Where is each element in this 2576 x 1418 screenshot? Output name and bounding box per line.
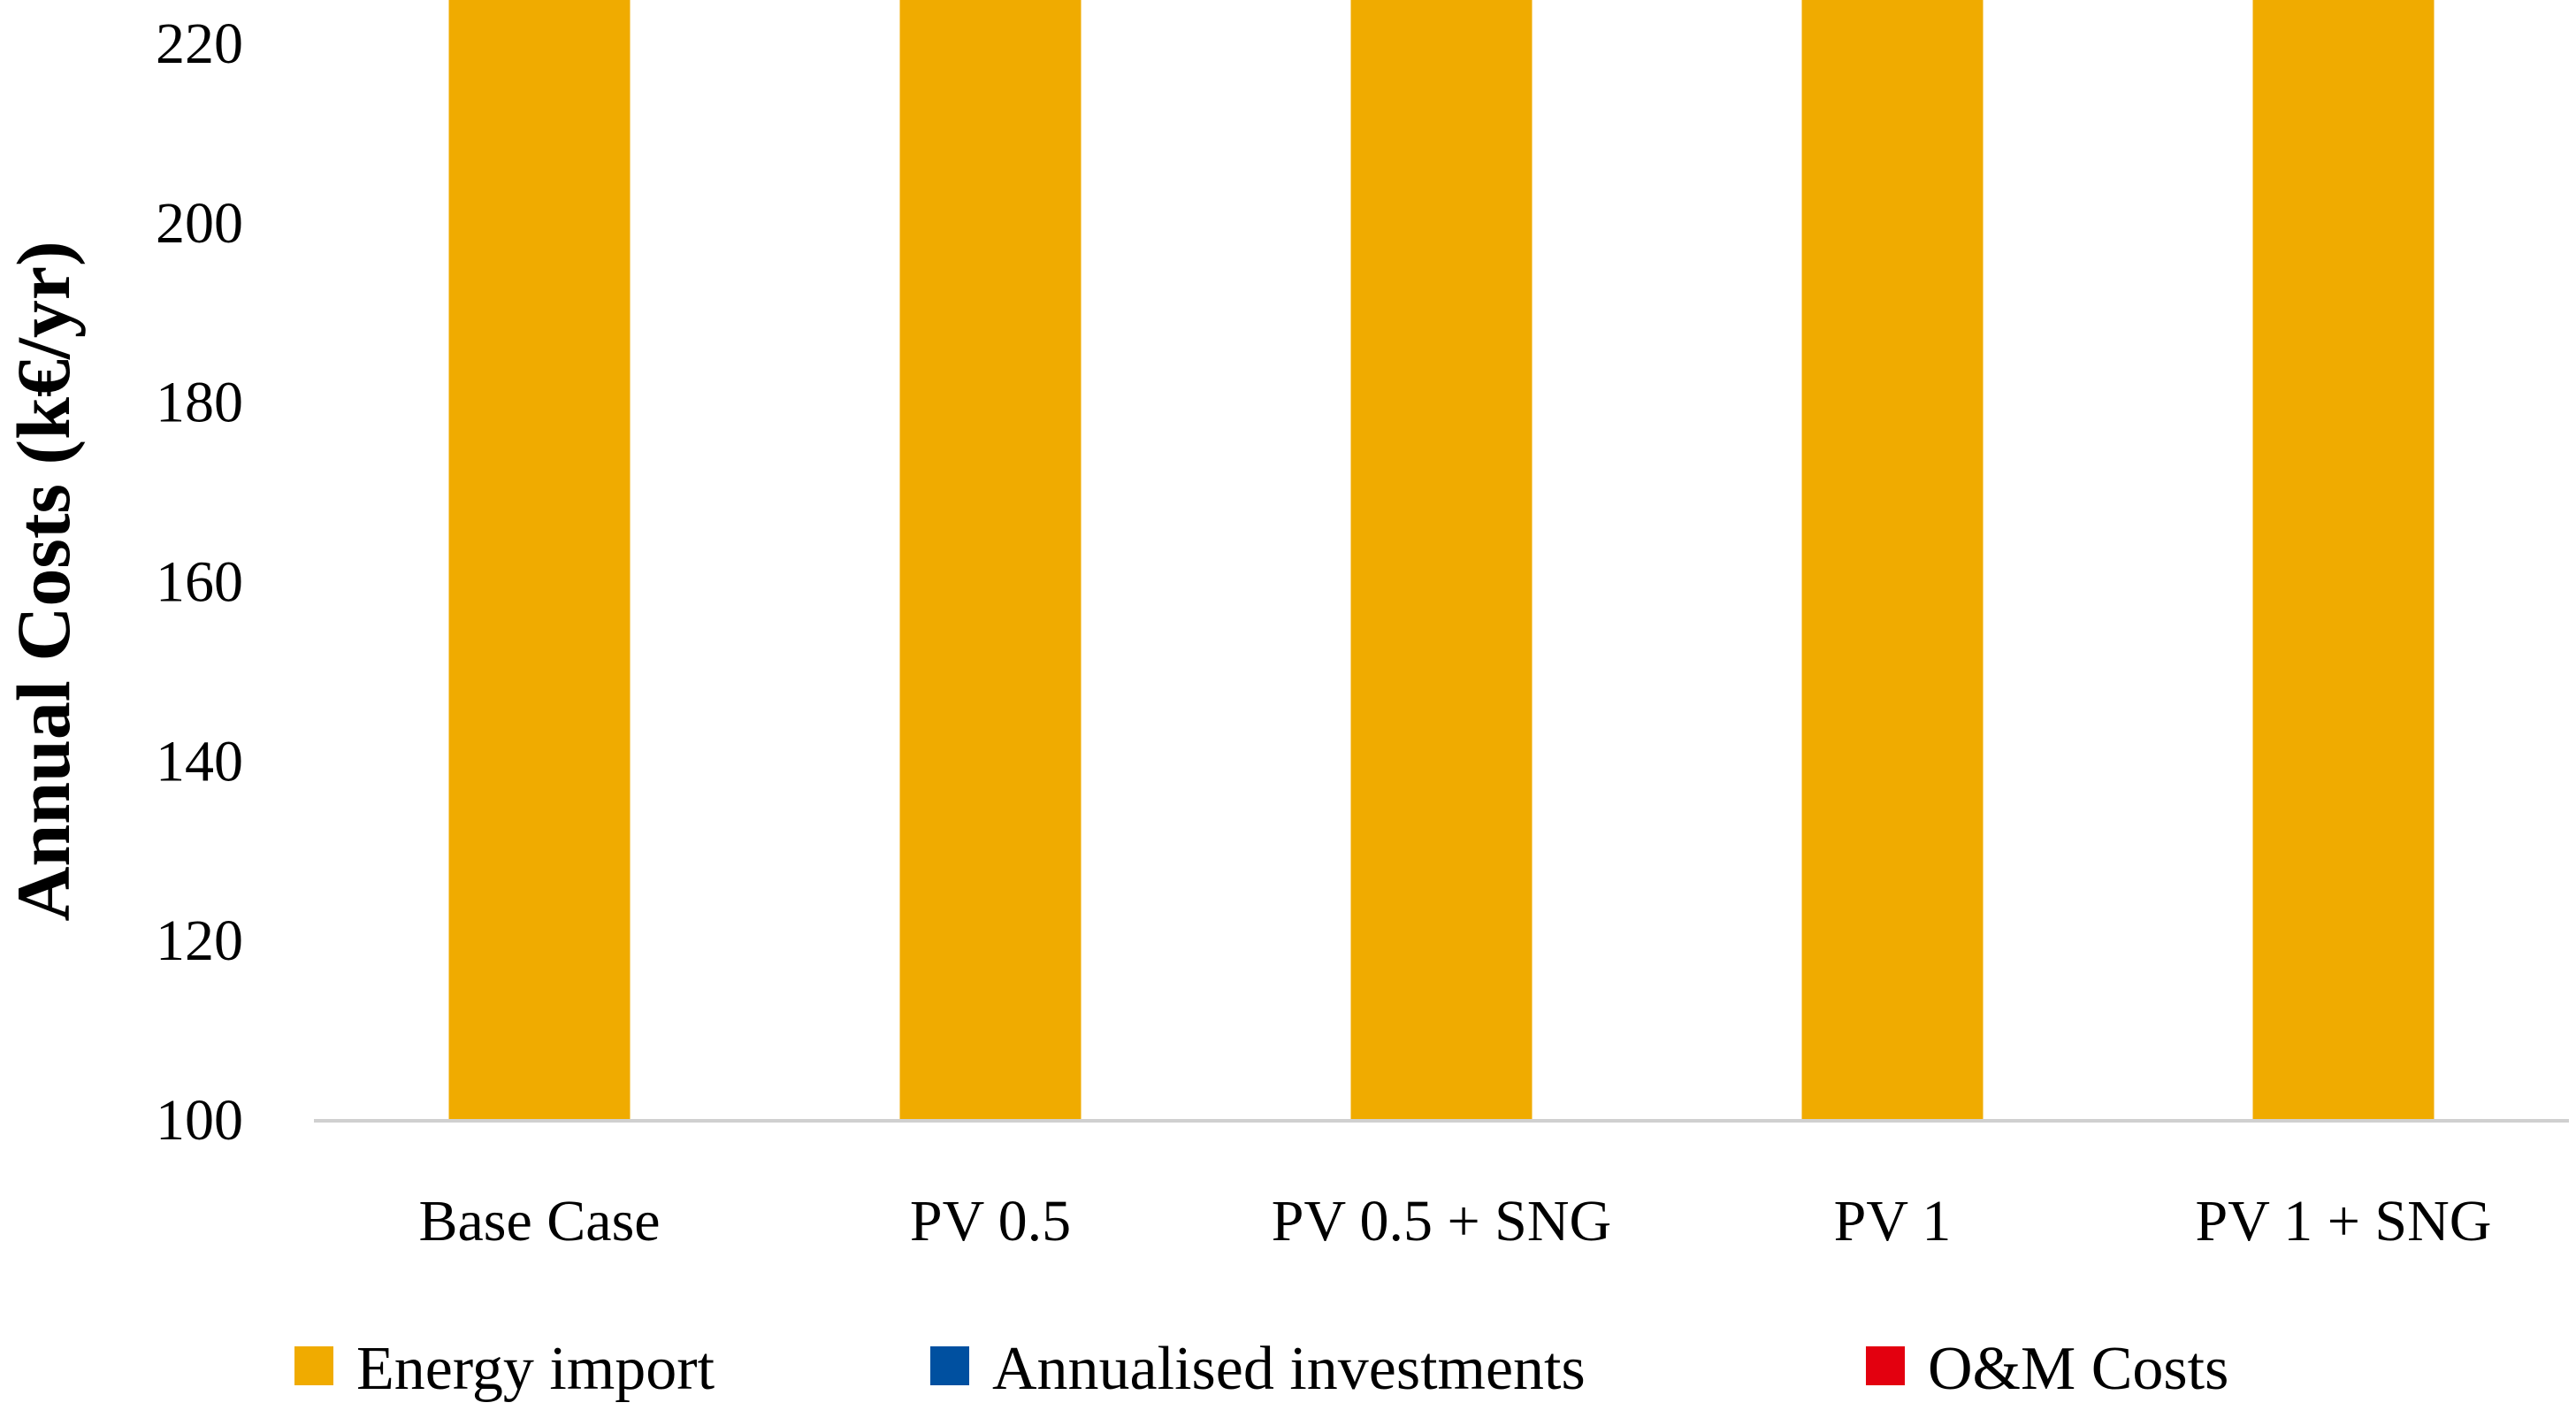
- x-tick-label: PV 1 + SNG: [2196, 1189, 2492, 1253]
- y-tick-label: 100: [156, 1088, 243, 1153]
- y-tick-label: 160: [156, 550, 243, 615]
- bar-segment-energy-import: [899, 0, 1082, 1119]
- y-tick-label: 180: [156, 371, 243, 435]
- legend-swatch: [930, 1346, 969, 1385]
- legend-label: Annualised investments: [992, 1335, 1586, 1403]
- bar-segment-energy-import: [2252, 0, 2435, 1119]
- y-tick-label: 220: [156, 11, 243, 76]
- bar-segment-energy-import: [1350, 0, 1533, 1119]
- legend-swatch: [1866, 1346, 1905, 1385]
- bar-segment-energy-import: [1801, 0, 1984, 1119]
- x-axis-ticks: Base Case PV 0.5 PV 0.5 + SNG PV 1 PV 1 + SN…: [418, 1189, 2491, 1253]
- y-tick-label: 200: [156, 191, 243, 256]
- x-tick-label: PV 0.5 + SNG: [1272, 1189, 1611, 1253]
- legend-swatch: [294, 1346, 333, 1385]
- bar-segment-energy-import: [448, 0, 631, 1119]
- legend-label: O&M Costs: [1928, 1335, 2228, 1403]
- y-axis-ticks: 100 120 140 160 180 200 220: [156, 11, 243, 1153]
- y-axis-label: Annual Costs (k€/yr): [1, 241, 86, 921]
- legend-label: Energy import: [356, 1335, 715, 1403]
- x-tick-label: Base Case: [418, 1189, 660, 1253]
- y-tick-label: 140: [156, 729, 243, 793]
- legend: Energy import Annualised investments O&M C…: [294, 1335, 2228, 1403]
- x-tick-label: PV 0.5: [910, 1189, 1071, 1253]
- bars: [448, 0, 2435, 1119]
- y-tick-label: 120: [156, 908, 243, 973]
- x-tick-label: PV 1: [1834, 1189, 1952, 1253]
